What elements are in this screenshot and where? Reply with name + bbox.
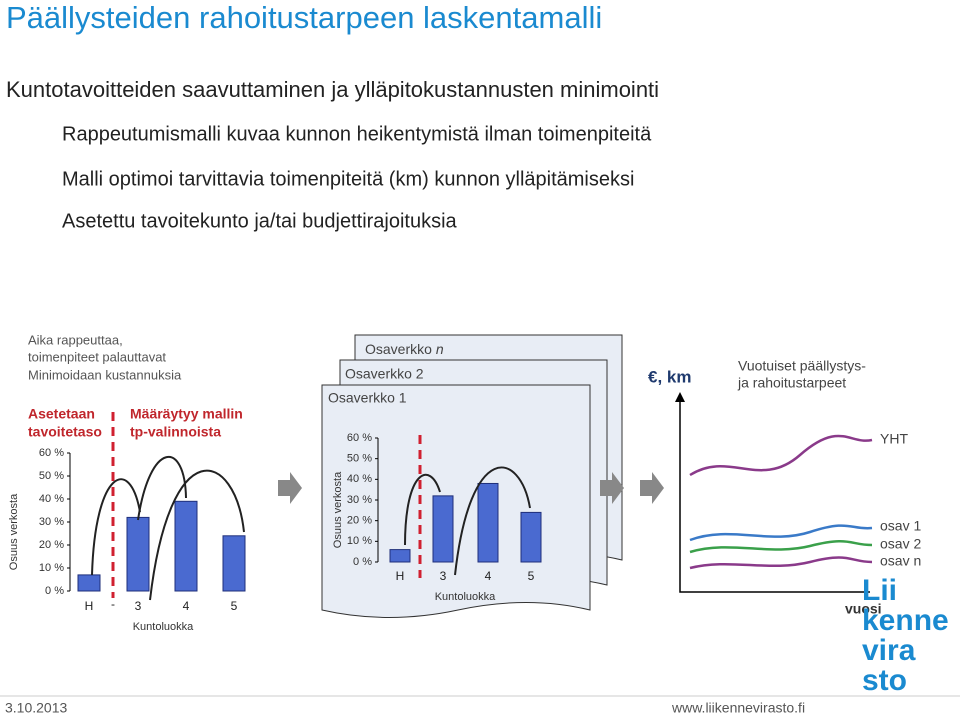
y-axis-label: Osuus verkosta: [8, 493, 20, 570]
arc-arrow: [149, 469, 245, 601]
bar: [477, 482, 499, 563]
logo: sto: [862, 664, 907, 697]
logo: kenne: [862, 604, 949, 637]
target-label: tavoitetaso: [28, 424, 102, 440]
x-tick-label: 3: [135, 599, 142, 613]
y-tick-label: 30 %: [347, 494, 372, 506]
bar: [432, 495, 454, 563]
text: n: [436, 341, 444, 357]
x-tick-label: 5: [528, 569, 535, 583]
x-tick-label: 4: [183, 599, 190, 613]
text: Osaverkko: [365, 341, 436, 357]
axis: [679, 398, 870, 593]
note: Minimoidaan kustannuksia: [28, 367, 182, 382]
target-label: Asetetaan: [28, 406, 95, 422]
y-tick-label: 10 %: [39, 562, 64, 574]
curve: [689, 540, 873, 554]
arrow: [640, 472, 664, 504]
x-tick-label: 3: [440, 569, 447, 583]
curve: [689, 524, 873, 542]
y-tick-label: 40 %: [347, 473, 372, 485]
logo: Lii: [862, 574, 897, 607]
x-tick-label: 5: [231, 599, 238, 613]
series-label: osav 1: [880, 518, 921, 534]
subbullet: Rappeutumismalli kuvaa kunnon heikentymi…: [62, 123, 652, 145]
arc-arrow: [454, 466, 531, 576]
x-axis-label: Kuntoluokka: [133, 621, 194, 633]
y-tick-label: 50 %: [39, 470, 64, 482]
x-tick-label: H: [85, 599, 94, 613]
y-tick-label: 50 %: [347, 453, 372, 465]
network-label: Osaverkko 2: [345, 366, 424, 382]
series-label: osav 2: [880, 536, 921, 552]
y-tick-label: 60 %: [347, 432, 372, 444]
axis-arrow: [675, 392, 685, 402]
y-tick-label: 40 %: [39, 493, 64, 505]
network-label: Osaverkko n: [365, 341, 444, 357]
subbullet: Asetettu tavoitekunto ja/tai budjettiraj…: [62, 210, 458, 232]
model-label: tp-valinnoista: [130, 424, 221, 440]
x-axis-label: Kuntoluokka: [435, 591, 496, 603]
arc-arrow: [404, 473, 441, 546]
arrow: [600, 472, 624, 504]
bar: [389, 549, 411, 563]
note: toimenpiteet palauttavat: [28, 349, 166, 364]
y-axis-label: Osuus verkosta: [332, 471, 344, 548]
arrow: [278, 472, 302, 504]
bar: [77, 574, 101, 592]
arc-arrow: [137, 456, 187, 521]
bar: [520, 511, 542, 563]
y-tick-label: 30 %: [39, 516, 64, 528]
bar: [126, 516, 150, 592]
series-label: osav n: [880, 553, 921, 569]
arc-arrow: [91, 478, 141, 576]
title: Päällysteiden rahoitustarpeen laskentama…: [6, 0, 602, 35]
y-tick-label: 0 %: [45, 585, 64, 597]
x-axis-label: vuosi: [845, 601, 882, 617]
y-tick-label: 10 %: [347, 535, 372, 547]
y-tick-label: 60 %: [39, 447, 64, 459]
unit: €, km: [648, 367, 691, 386]
model-label: Määräytyy mallin: [130, 406, 243, 422]
y-tick-label: 0 %: [353, 556, 372, 568]
bullet: Kuntotavoitteiden saavuttaminen ja ylläp…: [6, 77, 659, 102]
panel-title: Vuotuiset päällystys-: [738, 358, 866, 374]
x-tick-label: H: [396, 569, 405, 583]
panel-title: ja rahoitustarpeet: [737, 375, 846, 391]
footer-url: www.liikennevirasto.fi: [671, 700, 805, 716]
footer-date: 3.10.2013: [5, 700, 67, 716]
subbullet: Malli optimoi tarvittavia toimenpiteitä …: [62, 168, 634, 190]
curve: [689, 434, 873, 477]
logo: vira: [862, 634, 916, 667]
network-label: Osaverkko 1: [328, 390, 407, 406]
note: Aika rappeuttaa,: [28, 332, 123, 347]
divider-label: -: [111, 597, 115, 611]
series-label: YHT: [880, 431, 908, 447]
y-tick-label: 20 %: [39, 539, 64, 551]
bar: [174, 500, 198, 592]
curve: [689, 556, 873, 570]
x-tick-label: 4: [485, 569, 492, 583]
bar: [222, 535, 246, 592]
y-tick-label: 20 %: [347, 515, 372, 527]
